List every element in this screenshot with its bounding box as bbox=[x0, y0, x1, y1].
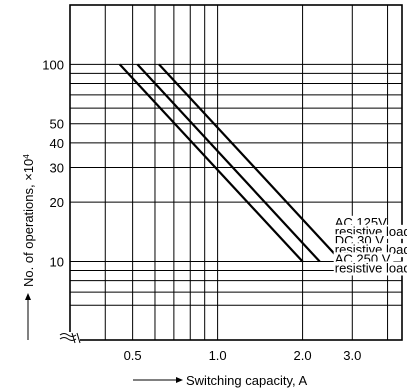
x-axis-title: Switching capacity, A bbox=[133, 373, 307, 388]
y-axis-arrow-head bbox=[25, 293, 31, 300]
series-line-0 bbox=[118, 63, 304, 263]
tick-labels: 0.5 1.0 2.0 3.0 10 20 30 40 50 100 bbox=[42, 57, 361, 363]
x-tick-label-1: 1.0 bbox=[209, 348, 227, 363]
annotation-bg-5 bbox=[333, 261, 407, 276]
plot-frame bbox=[69, 4, 403, 341]
x-tick-label-2: 2.0 bbox=[294, 348, 312, 363]
y-axis-label: No. of operations, ×104 bbox=[21, 154, 36, 287]
y-tick-label-4: 50 bbox=[50, 117, 64, 132]
grid-lines bbox=[70, 5, 402, 340]
y-axis-title: No. of operations, ×104 bbox=[21, 154, 36, 340]
x-axis-label: Switching capacity, A bbox=[186, 373, 307, 388]
x-tick-label-3: 3.0 bbox=[343, 348, 361, 363]
y-tick-label-0: 10 bbox=[50, 255, 64, 270]
y-tick-label-2: 30 bbox=[50, 160, 64, 175]
y-tick-label-5: 100 bbox=[42, 57, 64, 72]
annotation-text-5: resistive load bbox=[335, 260, 407, 275]
y-tick-label-3: 40 bbox=[50, 136, 64, 151]
series-lines bbox=[118, 63, 343, 263]
series-line-1 bbox=[136, 63, 321, 263]
axis-break-symbol bbox=[59, 332, 81, 346]
x-tick-label-0: 0.5 bbox=[124, 348, 142, 363]
y-tick-label-1: 20 bbox=[50, 195, 64, 210]
series-line-2 bbox=[158, 63, 343, 263]
x-axis-arrow-head bbox=[176, 377, 183, 383]
